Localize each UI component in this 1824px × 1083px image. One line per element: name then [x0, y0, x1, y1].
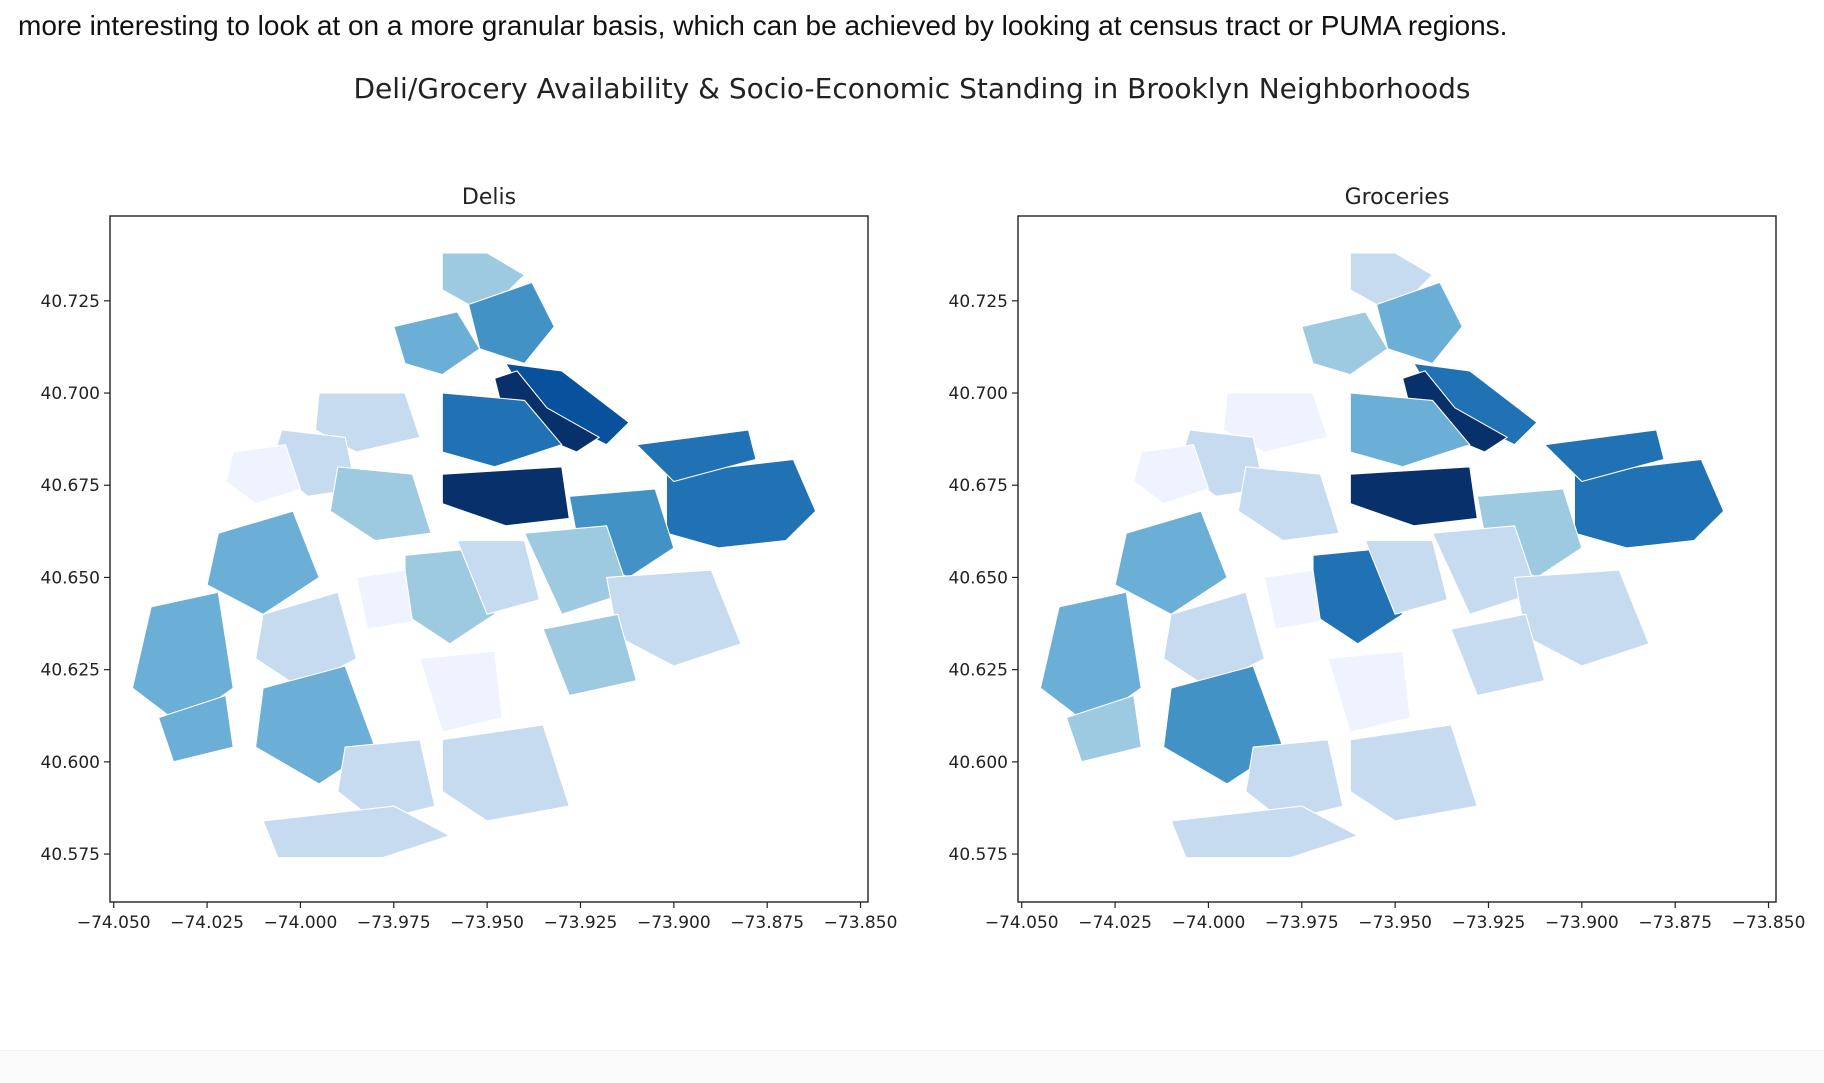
neighborhood-crown-heights [1349, 466, 1478, 527]
neighborhood-williamsburg-s [467, 281, 555, 365]
neighborhood-coney-island [262, 805, 451, 859]
x-tick-label: −73.850 [824, 913, 898, 933]
neighborhood-bedstuy [1349, 392, 1471, 468]
map-frame [1017, 215, 1777, 903]
y-tick-label: 40.700 [949, 384, 1008, 404]
y-tick-label: 40.675 [41, 476, 100, 496]
map-regions [131, 252, 817, 859]
neighborhood-bedstuy [441, 392, 563, 468]
neighborhood-park-slope [329, 466, 432, 542]
neighborhood-bay-ridge-south [1065, 694, 1142, 763]
x-tick-label: −73.950 [450, 913, 524, 933]
figure-title: Deli/Grocery Availability & Socio-Econom… [353, 72, 1470, 105]
neighborhood-sunset-park [1114, 510, 1228, 615]
x-tick-label: −74.050 [985, 913, 1059, 933]
neighborhood-midwood [419, 650, 503, 733]
x-tick-label: −73.975 [1265, 913, 1339, 933]
neighborhood-flatlands [542, 613, 638, 697]
y-tick-label: 40.650 [949, 568, 1008, 588]
intro-paragraph: more interesting to look at on a more gr… [18, 10, 1508, 41]
neighborhood-cypress [1543, 429, 1665, 483]
neighborhood-park-slope [1237, 466, 1340, 542]
y-tick-label: 40.625 [949, 661, 1008, 681]
y-tick-label: 40.700 [41, 384, 100, 404]
x-tick-label: −73.925 [1452, 913, 1526, 933]
neighborhood-crown-heights [441, 466, 570, 527]
x-tick-label: −73.900 [637, 913, 711, 933]
x-tick-label: −74.000 [1172, 913, 1246, 933]
x-tick-label: −73.875 [730, 913, 804, 933]
neighborhood-sunset-park [206, 510, 320, 615]
map-panel-groceries: Groceries −74.050 −74.025 −74.000 −73.975 −7… [949, 185, 1806, 933]
neighborhood-kensington [1263, 569, 1322, 630]
x-tick-label: −73.900 [1545, 913, 1619, 933]
y-tick-label: 40.675 [949, 476, 1008, 496]
neighborhood-flatbush-east [456, 540, 540, 615]
x-tick-label: −73.850 [1732, 913, 1806, 933]
y-tick-label: 40.600 [949, 753, 1008, 773]
neighborhood-bay-ridge-south [157, 694, 234, 763]
panel-title-delis: Delis [462, 185, 516, 210]
y-tick-label: 40.575 [949, 845, 1008, 865]
neighborhood-coney-island [1170, 805, 1359, 859]
y-tick-label: 40.575 [41, 845, 100, 865]
x-tick-label: −73.875 [1638, 913, 1712, 933]
x-tick-label: −73.950 [1358, 913, 1432, 933]
x-tick-label: −74.000 [264, 913, 338, 933]
y-tick-label: 40.600 [41, 753, 100, 773]
neighborhood-williamsburg-n [393, 311, 481, 376]
page-footer [0, 1050, 1824, 1083]
x-tick-label: −74.025 [1078, 913, 1152, 933]
x-tick-label: −74.025 [170, 913, 244, 933]
neighborhood-red-hook [1133, 444, 1209, 505]
map-panel-delis: Delis −74.050 −74.025 −74.000 −73.975 −73.95… [41, 185, 898, 933]
neighborhood-flatlands [1450, 613, 1546, 697]
neighborhood-flatbush-east [1364, 540, 1448, 615]
neighborhood-kensington [355, 569, 414, 630]
figure-svg: Deli/Grocery Availability & Socio-Econom… [41, 72, 1806, 933]
x-tick-label: −74.050 [77, 913, 151, 933]
neighborhood-red-hook [225, 444, 301, 505]
neighborhood-williamsburg-n [1301, 311, 1389, 376]
y-tick-label: 40.625 [41, 661, 100, 681]
neighborhood-midwood [1327, 650, 1411, 733]
neighborhood-sheepshead [1349, 724, 1478, 822]
neighborhood-williamsburg-s [1375, 281, 1463, 365]
neighborhood-sheepshead [441, 724, 570, 822]
y-tick-label: 40.725 [949, 292, 1008, 312]
y-tick-label: 40.650 [41, 568, 100, 588]
y-tick-label: 40.725 [41, 292, 100, 312]
panel-title-groceries: Groceries [1345, 185, 1450, 210]
map-regions [1039, 252, 1725, 859]
map-frame [109, 215, 869, 903]
x-tick-label: −73.975 [357, 913, 431, 933]
choropleth-figure: Deli/Grocery Availability & Socio-Econom… [0, 70, 1824, 970]
x-tick-label: −73.925 [544, 913, 618, 933]
neighborhood-cypress [635, 429, 757, 483]
